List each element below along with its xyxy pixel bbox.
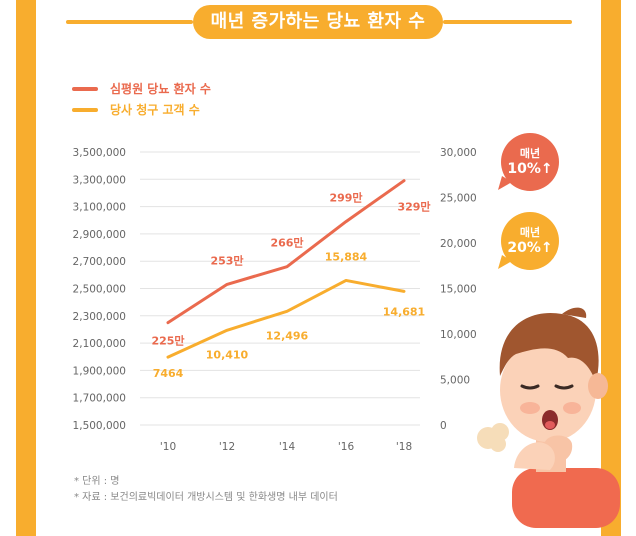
legend-label-patients: 심평원 당뇨 환자 수 (110, 82, 211, 96)
x-axis-tick-label: '10 (160, 441, 176, 453)
growth-bubble-customers-line1: 매년 (519, 226, 541, 239)
chart-title: 매년 증가하는 당뇨 환자 수 (193, 5, 443, 39)
right-axis-tick-label: 25,000 (440, 193, 477, 205)
bubble-tail-customers (498, 255, 512, 269)
x-axis-tick-label: '14 (279, 441, 296, 453)
data-label: 7464 (153, 367, 184, 380)
growth-bubble-patients-line2: 10%↑ (507, 161, 553, 177)
right-border-stripe (601, 0, 621, 536)
growth-bubble-customers-line2: 20%↑ (507, 240, 553, 256)
right-axis-tick-label: 30,000 (440, 147, 477, 159)
data-label: 253만 (210, 253, 243, 267)
left-axis-tick-label: 2,900,000 (73, 229, 126, 241)
note-unit: * 단위 : 명 (74, 476, 120, 487)
bubble-tail-patients (498, 176, 512, 190)
left-axis-tick-label: 2,100,000 (73, 338, 126, 350)
data-label: 12,496 (266, 329, 309, 342)
legend-swatch-customers (72, 107, 98, 112)
left-axis-tick-label: 3,100,000 (73, 202, 126, 214)
right-axis-tick-label: 15,000 (440, 284, 477, 296)
left-axis-tick-label: 1,700,000 (73, 393, 126, 405)
right-axis-tick-label: 0 (440, 420, 447, 432)
left-axis-tick-label: 1,500,000 (73, 420, 126, 432)
left-axis-tick-label: 2,500,000 (73, 284, 126, 296)
x-axis-tick-label: '12 (219, 441, 235, 453)
growth-bubble-patients: 매년 10%↑ (501, 133, 559, 191)
x-axis-tick-label: '18 (396, 441, 412, 453)
data-label: 266만 (270, 236, 303, 250)
series-line-customers (166, 278, 406, 359)
series-line-patients (166, 179, 406, 325)
x-axis-tick-label: '16 (338, 441, 355, 453)
legend-item-patients: 심평원 당뇨 환자 수 (72, 80, 211, 97)
legend-item-customers: 당사 청구 고객 수 (72, 101, 200, 118)
legend-label-customers: 당사 청구 고객 수 (110, 103, 200, 117)
growth-bubble-patients-line1: 매년 (519, 147, 541, 160)
left-axis-tick-label: 2,300,000 (73, 311, 126, 323)
data-label: 329만 (397, 200, 430, 214)
left-axis-tick-label: 1,900,000 (73, 365, 126, 377)
data-label: 15,884 (325, 250, 368, 263)
data-label: 10,410 (206, 348, 249, 361)
left-axis-tick-label: 2,700,000 (73, 256, 126, 268)
left-border-stripe (16, 0, 36, 536)
data-label: 299만 (329, 191, 362, 205)
right-axis-tick-label: 5,000 (440, 375, 470, 387)
legend-swatch-patients (72, 86, 98, 91)
title-line-right (443, 20, 572, 24)
data-label: 14,681 (383, 305, 425, 318)
right-axis-tick-label: 20,000 (440, 238, 477, 250)
left-axis-tick-label: 3,300,000 (73, 174, 126, 186)
note-source: * 자료 : 보건의료빅데이터 개방시스템 및 한화생명 내부 데이터 (74, 492, 338, 503)
sick-boy-illustration (477, 307, 620, 528)
title-line-left (66, 20, 193, 24)
right-axis-tick-label: 10,000 (440, 329, 477, 341)
data-label: 225만 (151, 334, 184, 348)
left-axis-tick-label: 3,500,000 (73, 147, 126, 159)
